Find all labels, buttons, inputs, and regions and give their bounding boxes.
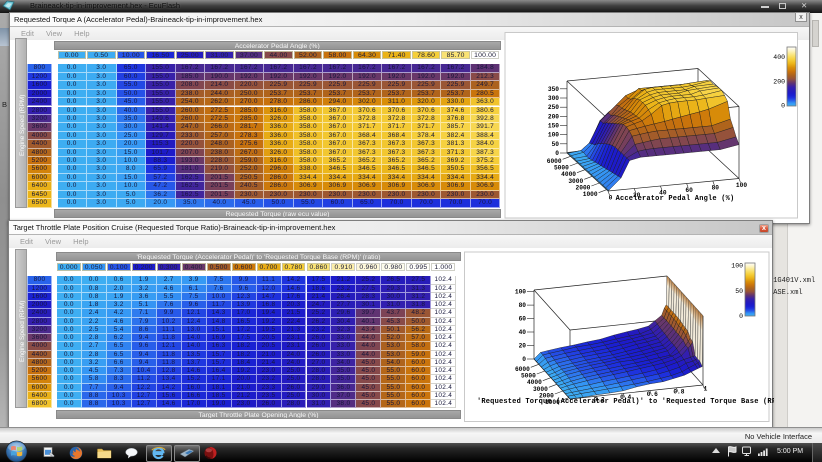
svg-text:1000: 1000	[545, 399, 560, 406]
svg-text:4000: 4000	[561, 171, 576, 178]
svg-text:0: 0	[781, 103, 785, 110]
svg-text:5000: 5000	[554, 165, 569, 172]
svg-text:350: 350	[548, 86, 559, 93]
svg-text:60: 60	[685, 187, 693, 194]
svg-text:6000: 6000	[547, 158, 562, 165]
svg-text:150: 150	[548, 123, 559, 130]
svg-text:80: 80	[519, 302, 527, 309]
svg-text:2000: 2000	[576, 185, 591, 192]
svg-text:100: 100	[736, 182, 747, 189]
svg-text:0: 0	[555, 150, 559, 157]
svg-text:5000: 5000	[521, 373, 536, 380]
svg-text:40: 40	[659, 190, 667, 197]
svg-text:60: 60	[519, 316, 527, 323]
svg-text:0.2: 0.2	[594, 397, 605, 404]
svg-text:0.6: 0.6	[647, 391, 658, 398]
svg-text:80: 80	[712, 185, 720, 192]
svg-text:0: 0	[522, 356, 526, 363]
svg-text:100: 100	[731, 263, 743, 270]
svg-text:1: 1	[704, 386, 708, 393]
svg-text:0.8: 0.8	[673, 388, 684, 395]
svg-text:3000: 3000	[568, 178, 583, 185]
svg-text:3000: 3000	[533, 386, 548, 393]
svg-text:200: 200	[773, 78, 785, 85]
svg-text:100: 100	[515, 289, 526, 296]
svg-text:Accelerator Pedal Angle (%): Accelerator Pedal Angle (%)	[616, 195, 735, 203]
svg-text:100: 100	[548, 132, 559, 139]
svg-text:250: 250	[548, 104, 559, 111]
svg-text:20: 20	[519, 343, 527, 350]
svg-text:2000: 2000	[539, 393, 554, 400]
svg-text:4000: 4000	[527, 379, 542, 386]
svg-text:6000: 6000	[515, 366, 530, 373]
svg-text:300: 300	[548, 95, 559, 102]
svg-text:400: 400	[773, 54, 785, 61]
svg-text:50: 50	[735, 288, 743, 295]
svg-text:200: 200	[548, 113, 559, 120]
svg-text:1000: 1000	[583, 191, 598, 198]
svg-text:0: 0	[609, 195, 613, 202]
svg-text:'Requested Torque (Accelerator: 'Requested Torque (Accelerator Pedal)' t…	[477, 398, 774, 406]
svg-text:50: 50	[552, 141, 560, 148]
svg-text:40: 40	[519, 329, 527, 336]
svg-text:0: 0	[739, 313, 743, 320]
svg-text:0.4: 0.4	[620, 394, 631, 401]
svg-text:20: 20	[633, 192, 641, 199]
